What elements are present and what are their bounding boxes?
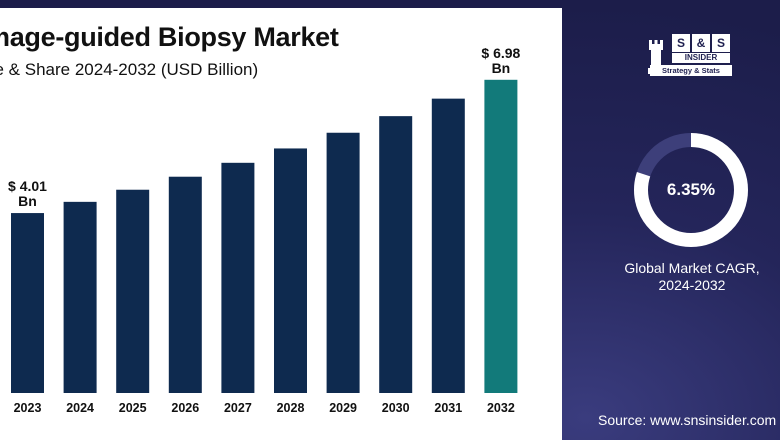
logo-tagline: Strategy & Stats <box>650 65 732 76</box>
cagr-donut <box>634 133 748 247</box>
x-tick-label-2029: 2029 <box>329 401 357 415</box>
source-link[interactable]: Source: www.snsinsider.com <box>598 412 777 428</box>
bar-2027 <box>221 162 255 393</box>
bar-2025 <box>116 189 150 393</box>
x-tick-label-2030: 2030 <box>382 401 410 415</box>
logo-ampersand: & <box>692 34 710 52</box>
x-tick-label-2023: 2023 <box>14 401 42 415</box>
bar-chart: 2023 2024 2025 2026 2027 2028 2029 2030 2031 2032… <box>8 45 521 415</box>
chart-subtitle: ze & Share 2024-2032 (USD Billion) <box>0 60 259 79</box>
bar-2024 <box>63 201 97 393</box>
data-label-2023-value: $ 4.01 <box>8 178 47 194</box>
data-label-2023-unit: Bn <box>18 193 37 209</box>
bar-2023 <box>11 213 44 393</box>
cagr-label-line2: 2024-2032 <box>658 277 726 293</box>
x-tick-label-2024: 2024 <box>66 401 94 415</box>
logo-letter-s1: S <box>672 34 690 52</box>
x-tick-label-2032: 2032 <box>487 401 515 415</box>
bar-2032 <box>484 79 518 394</box>
x-tick-label-2026: 2026 <box>171 401 199 415</box>
data-label-2032-unit: Bn <box>492 60 511 76</box>
bar-2028 <box>274 148 307 393</box>
bar-2030 <box>379 116 413 394</box>
chart-title: mage-guided Biopsy Market <box>0 22 339 52</box>
bar-2031 <box>431 98 465 394</box>
cagr-label-line1: Global Market CAGR, <box>624 260 760 276</box>
x-tick-label-2025: 2025 <box>119 401 147 415</box>
cagr-label: Global Market CAGR, 2024-2032 <box>604 260 780 294</box>
logo-insider-text: INSIDER <box>672 53 730 63</box>
x-tick-label-2031: 2031 <box>434 401 462 415</box>
cagr-donut-ring <box>634 133 748 247</box>
sns-insider-logo: S & S INSIDER Strategy & Stats <box>646 34 732 78</box>
cagr-value: 6.35% <box>666 180 716 199</box>
logo-letter-s2: S <box>712 34 730 52</box>
data-label-2032-value: $ 6.98 <box>481 45 520 61</box>
x-tick-label-2027: 2027 <box>224 401 252 415</box>
bar-2029 <box>326 132 360 393</box>
x-tick-label-2028: 2028 <box>277 401 305 415</box>
bar-2026 <box>168 176 202 393</box>
